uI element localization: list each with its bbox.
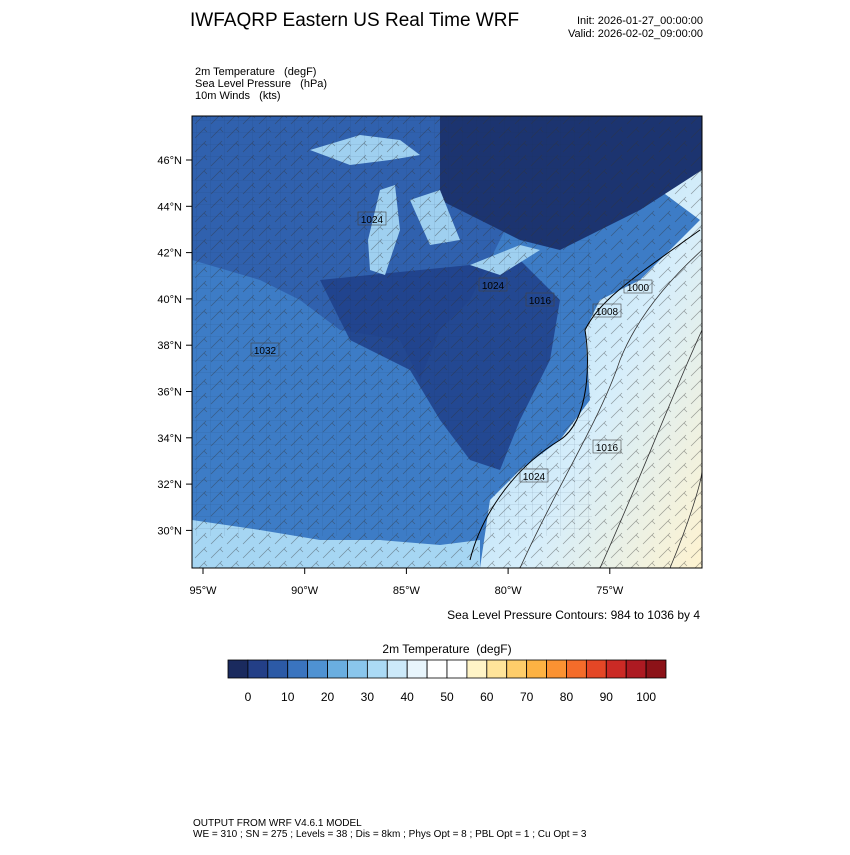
colorbar-swatch bbox=[327, 659, 348, 679]
colorbar: 2m Temperature (degF) 0 10 20 30 40 50 60 70 80 90… bbox=[227, 642, 667, 704]
lat-label: 44°N bbox=[157, 201, 182, 213]
colorbar-tick-label: 10 bbox=[281, 690, 295, 704]
colorbar-swatch bbox=[566, 659, 587, 679]
contour-label-box bbox=[592, 303, 622, 318]
contour-label-box bbox=[478, 277, 508, 292]
contour-label: 1016 bbox=[529, 296, 552, 307]
field-label: 2m Temperature (degF) bbox=[195, 66, 316, 78]
contour-label: 1016 bbox=[596, 443, 619, 454]
map bbox=[192, 116, 702, 568]
init-time: Init: 2026-01-27_00:00:00 bbox=[577, 15, 703, 27]
lon-label: 80°W bbox=[495, 585, 523, 597]
field-label: Sea Level Pressure (hPa) bbox=[195, 78, 327, 90]
colorbar-tick-label: 80 bbox=[560, 690, 574, 704]
contour-label-box bbox=[250, 342, 280, 357]
colorbar-swatch bbox=[347, 659, 368, 679]
contour-label: 1024 bbox=[482, 281, 505, 292]
colorbar-tick-label: 70 bbox=[520, 690, 534, 704]
contour-label: 1032 bbox=[254, 346, 277, 357]
colorbar-tick-label: 100 bbox=[636, 690, 656, 704]
colorbar-swatch bbox=[307, 659, 328, 679]
contour-label: 1024 bbox=[361, 215, 384, 226]
lat-label: 36°N bbox=[157, 387, 182, 399]
contour-label-box bbox=[592, 439, 622, 454]
lat-label: 46°N bbox=[157, 155, 182, 167]
contour-label: 1000 bbox=[627, 283, 650, 294]
lon-label: 75°W bbox=[596, 585, 624, 597]
colorbar-title: 2m Temperature (degF) bbox=[382, 642, 511, 656]
footer-line: WE = 310 ; SN = 275 ; Levels = 38 ; Dis … bbox=[193, 829, 587, 840]
colorbar-swatch bbox=[366, 659, 388, 679]
lat-label: 42°N bbox=[157, 248, 182, 260]
colorbar-tick-label: 90 bbox=[600, 690, 614, 704]
colorbar-tick-label: 60 bbox=[480, 690, 494, 704]
colorbar-swatch bbox=[605, 659, 627, 679]
field-label: 10m Winds (kts) bbox=[195, 90, 281, 102]
contour-label: 1024 bbox=[523, 472, 546, 483]
colorbar-tick-label: 20 bbox=[321, 690, 335, 704]
colorbar-tick-label: 30 bbox=[361, 690, 375, 704]
colorbar-swatch bbox=[386, 659, 408, 679]
contour-note: Sea Level Pressure Contours: 984 to 1036… bbox=[447, 608, 700, 622]
colorbar-swatch bbox=[526, 659, 547, 679]
lon-label: 85°W bbox=[393, 585, 421, 597]
map-frame bbox=[191, 115, 703, 569]
map-axes: 46°N 44°N 42°N 40°N 38°N 36°N 34°N 32°N 30°N 95°W… bbox=[157, 155, 653, 597]
colorbar-swatch bbox=[466, 659, 488, 679]
colorbar-tick-label: 50 bbox=[440, 690, 454, 704]
lat-label: 34°N bbox=[157, 433, 182, 445]
colorbar-tick-label: 40 bbox=[401, 690, 415, 704]
lat-label: 38°N bbox=[157, 340, 182, 352]
lon-label: 90°W bbox=[291, 585, 319, 597]
colorbar-swatch bbox=[506, 659, 528, 679]
colorbar-swatch bbox=[645, 659, 667, 679]
colorbar-swatch bbox=[625, 659, 647, 679]
contour-label-box bbox=[525, 292, 555, 307]
colorbar-swatch bbox=[247, 659, 269, 679]
contour-label: 1008 bbox=[596, 307, 619, 318]
colorbar-swatch bbox=[267, 659, 289, 679]
colorbar-tick-label: 0 bbox=[245, 690, 252, 704]
lon-label: 95°W bbox=[189, 585, 217, 597]
colorbar-swatch bbox=[486, 659, 508, 679]
colorbar-swatch bbox=[287, 659, 309, 679]
field-list: 2m Temperature (degF)Sea Level Pressure … bbox=[195, 66, 327, 102]
footer-line: OUTPUT FROM WRF V4.6.1 MODEL bbox=[193, 818, 362, 829]
valid-time: Valid: 2026-02-02_09:00:00 bbox=[568, 28, 703, 40]
contour-label-box bbox=[623, 279, 653, 294]
contour-label-box bbox=[357, 211, 387, 226]
colorbar-swatch bbox=[546, 659, 567, 679]
lat-label: 40°N bbox=[157, 294, 182, 306]
colorbar-swatch bbox=[227, 659, 249, 679]
colorbar-swatch bbox=[426, 659, 448, 679]
lat-label: 30°N bbox=[157, 525, 182, 537]
colorbar-swatch bbox=[585, 659, 607, 679]
title: IWFAQRP Eastern US Real Time WRF bbox=[190, 10, 519, 31]
colorbar-swatch bbox=[446, 659, 468, 679]
contour-label-box bbox=[519, 468, 549, 483]
lat-label: 32°N bbox=[157, 479, 182, 491]
colorbar-swatch bbox=[406, 659, 428, 679]
